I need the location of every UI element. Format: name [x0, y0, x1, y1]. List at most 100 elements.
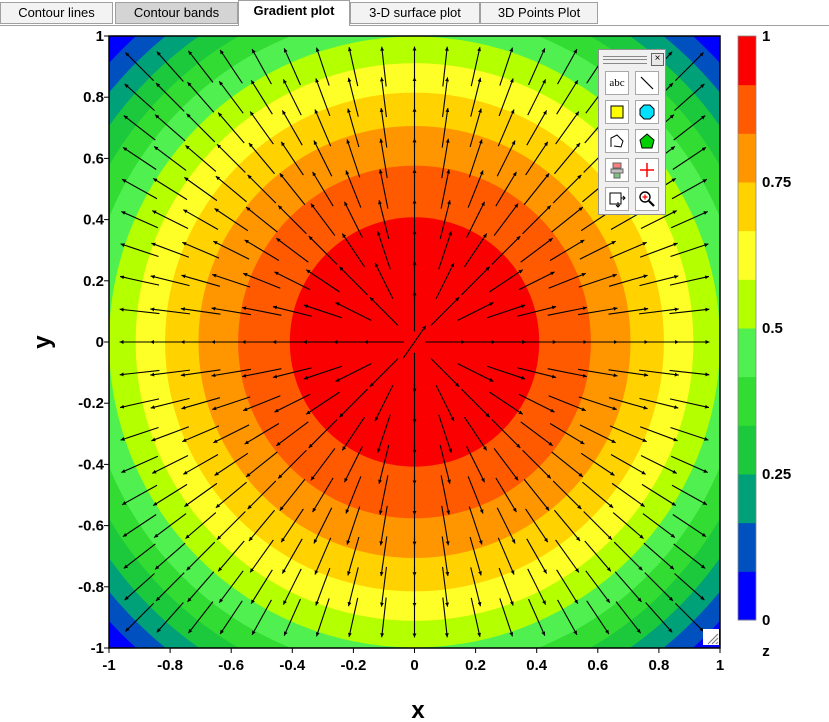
ellipse-tool-icon[interactable]: [635, 100, 659, 124]
gradient-arrow: [153, 513, 187, 539]
gradient-arrow: [217, 540, 245, 572]
gradient-arrow: [672, 514, 707, 538]
gradient-arrow: [119, 369, 160, 377]
gradient-arrow: [315, 47, 330, 86]
gradient-arrow: [378, 475, 389, 515]
colorbar: 0 0.25 0.5 0.75 1: [737, 28, 791, 629]
gradient-arrow: [150, 397, 190, 410]
gradient-arrow: [125, 52, 155, 82]
gradient-arrow: [674, 52, 704, 82]
tab-bar: Contour lines Contour bands Gradient plo…: [0, 0, 829, 26]
gradient-arrow: [152, 483, 188, 507]
gradient-arrow: [555, 539, 580, 573]
gradient-arrow: [155, 82, 185, 112]
crosshair-tool-icon[interactable]: [635, 158, 659, 182]
gradient-arrow: [213, 240, 250, 260]
rectangle-tool-icon[interactable]: [605, 100, 629, 124]
gradient-arrow: [673, 115, 706, 141]
gradient-arrow: [487, 304, 526, 319]
gradient-arrow: [120, 426, 159, 441]
gradient-arrow: [495, 171, 517, 207]
gradient-arrow: [283, 598, 301, 636]
gradient-arrow: [346, 139, 361, 178]
gradient-arrow: [552, 174, 582, 204]
text-tool-icon[interactable]: abc: [605, 71, 629, 95]
tab-gradient-plot[interactable]: Gradient plot: [238, 0, 350, 26]
gradient-arrow: [314, 537, 332, 575]
colorbar-swatch: [738, 474, 756, 524]
gradient-arrow: [526, 110, 548, 146]
gradient-arrow: [435, 262, 455, 299]
toolbox-grip[interactable]: [603, 56, 647, 64]
gradient-arrow: [585, 570, 611, 604]
gradient-arrow: [335, 301, 372, 321]
x-tick-label: 0.6: [587, 657, 608, 674]
gradient-arrow: [578, 273, 617, 288]
gradient-arrow: [341, 233, 365, 268]
gradient-arrow: [347, 46, 359, 87]
gradient-arrow: [250, 569, 273, 605]
line-tool-icon[interactable]: [635, 71, 659, 95]
gradient-arrow: [341, 416, 365, 451]
gradient-arrow: [674, 602, 704, 632]
gradient-arrow: [470, 77, 482, 117]
gradient-arrow: [610, 453, 646, 475]
gradient-arrow: [212, 396, 251, 411]
gradient-arrow: [670, 455, 708, 474]
gradient-arrow: [211, 368, 252, 378]
gradient-arrow: [379, 107, 388, 148]
gradient-arrow: [376, 414, 391, 453]
gradient-arrow: [119, 275, 160, 286]
copy-tool-icon[interactable]: [605, 187, 629, 211]
gradient-arrow: [430, 296, 460, 326]
gradient-arrow: [457, 301, 494, 321]
gradient-arrow: [557, 48, 578, 85]
drawing-toolbox[interactable]: × abc: [598, 49, 666, 215]
gradient-arrow: [613, 541, 643, 571]
gradient-arrow: [248, 509, 275, 542]
y-tick-label: 1: [96, 28, 104, 45]
gradient-arrow: [185, 512, 217, 540]
polygon-tool-icon[interactable]: [635, 129, 659, 153]
tab-contour-lines[interactable]: Contour lines: [0, 2, 113, 24]
gradient-arrow: [218, 570, 244, 604]
gradient-arrow: [498, 567, 514, 606]
y-tick-label: -0.4: [78, 456, 105, 473]
gradient-arrow: [151, 426, 190, 442]
tab-3d-points-plot[interactable]: 3D Points Plot: [480, 2, 598, 24]
gradient-arrow: [526, 538, 548, 574]
gradient-arrow: [312, 171, 334, 207]
gradient-arrow: [551, 451, 584, 478]
gradient-arrow: [347, 597, 359, 638]
x-tick-label: -0.6: [218, 657, 244, 674]
gradient-arrow: [615, 601, 642, 634]
gradient-arrow: [442, 566, 450, 607]
tab-3d-surface-plot[interactable]: 3-D surface plot: [350, 2, 480, 24]
gradient-arrow: [249, 111, 274, 145]
gradient-arrow: [641, 483, 677, 507]
gradient-arrow: [183, 453, 219, 475]
resize-grip-icon[interactable]: [703, 629, 719, 645]
toolbox-close-button[interactable]: ×: [651, 53, 664, 66]
gradient-arrow: [551, 206, 584, 233]
zoom-tool-icon[interactable]: [635, 187, 659, 211]
gradient-arrow: [583, 511, 613, 541]
tab-contour-bands[interactable]: Contour bands: [115, 2, 238, 24]
gradient-arrow: [121, 484, 158, 506]
gradient-arrow: [614, 571, 642, 603]
gradient-arrow: [468, 506, 483, 545]
y-tick-label: -0.6: [78, 518, 104, 535]
gradient-arrow: [245, 206, 278, 233]
gradient-arrow: [439, 200, 451, 240]
gradient-arrow: [242, 368, 282, 378]
x-tick-label: 0: [410, 657, 418, 674]
polyline-glyph: [610, 134, 624, 148]
gradient-arrow: [378, 200, 390, 240]
gradient-arrow: [120, 243, 159, 258]
gradient-arrow: [498, 78, 514, 117]
gradient-arrow: [152, 177, 188, 201]
zoom-glyph: [639, 191, 655, 207]
fill-tool-icon[interactable]: [605, 158, 629, 182]
polyline-tool-icon[interactable]: [605, 129, 629, 153]
